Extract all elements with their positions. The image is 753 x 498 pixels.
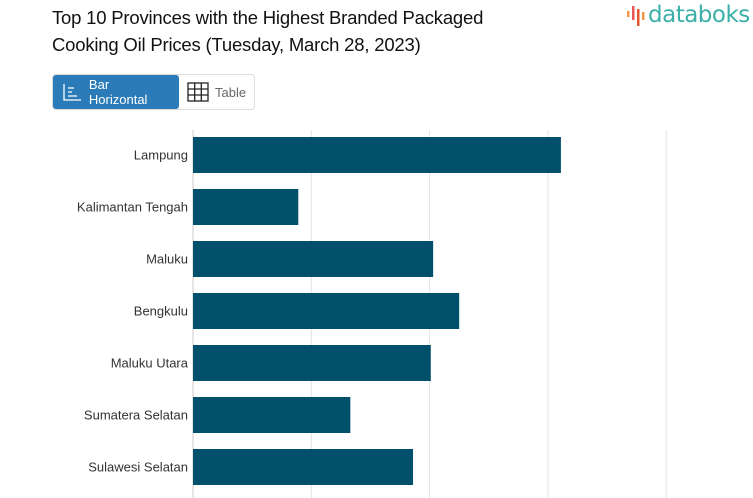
category-label: Lampung	[134, 148, 188, 163]
tab-label: Bar Horizontal	[88, 77, 148, 107]
bar-bengkulu[interactable]	[193, 293, 460, 329]
chart-title: Top 10 Provinces with the Highest Brande…	[52, 4, 522, 58]
bar-chart-icon	[63, 84, 81, 101]
databoks-logo: databoks	[626, 2, 750, 28]
category-label: Bengkulu	[134, 304, 188, 319]
title-line-1: Top 10 Provinces with the Highest Brande…	[52, 7, 484, 28]
logo-bars-icon	[627, 6, 645, 26]
tab-table[interactable]: Table	[179, 75, 254, 109]
table-grid-icon	[187, 82, 209, 102]
logo-text: databoks	[648, 2, 750, 28]
bar-sulawesi-selatan[interactable]	[193, 449, 414, 485]
category-label: Sulawesi Selatan	[88, 460, 188, 475]
view-toggle: Bar Horizontal Table	[52, 74, 256, 110]
bar-kalimantan-tengah[interactable]	[193, 189, 299, 225]
bar-sumatera-selatan[interactable]	[193, 397, 351, 433]
tab-bar-horizontal[interactable]: Bar Horizontal	[53, 75, 179, 109]
tab-label: Table	[215, 84, 247, 100]
bar-maluku-utara[interactable]	[193, 345, 431, 381]
category-label: Sumatera Selatan	[84, 408, 188, 423]
category-label: Kalimantan Tengah	[77, 200, 188, 215]
bar-maluku[interactable]	[193, 241, 434, 277]
category-label: Maluku	[146, 252, 188, 267]
title-line-2: Cooking Oil Prices (Tuesday, March 28, 2…	[52, 34, 421, 55]
category-label: Maluku Utara	[111, 356, 189, 371]
bar-lampung[interactable]	[193, 137, 561, 173]
